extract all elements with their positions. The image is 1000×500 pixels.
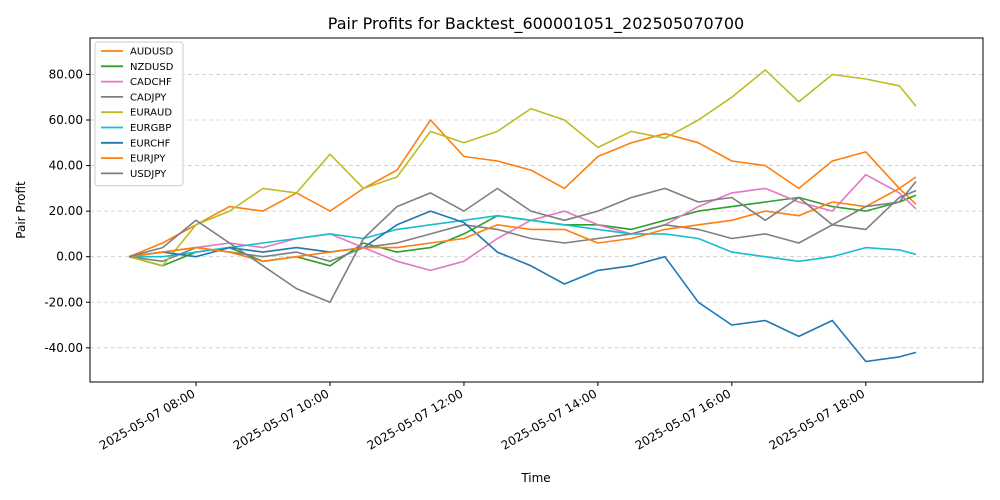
series-line-eurjpy: [128, 176, 917, 263]
series-layer: [128, 69, 917, 363]
plot-area: [128, 69, 917, 363]
legend: AUDUSD NZDUSD CADCHF CADJPY EURAUD EURGBP EURC…: [94, 41, 184, 187]
series-line-audusd: [128, 119, 917, 258]
legend-label: EURCHF: [130, 138, 171, 149]
plot-frame: [89, 37, 984, 383]
series-line-usdjpy: [128, 180, 917, 304]
grid-lines: [90, 74, 983, 349]
legend-label: NZDUSD: [130, 62, 174, 73]
chart-title: Pair Profits for Backtest_600001051_2025…: [328, 14, 744, 34]
series-line-cadjpy: [128, 189, 917, 263]
legend-label: CADCHF: [130, 77, 172, 88]
series-line-euraud: [128, 69, 917, 267]
legend-label: AUDUSD: [130, 47, 174, 58]
legend-label: EURJPY: [130, 154, 166, 165]
y-axis: -40.00 -20.00 0.00 20.00 40.00 60.00 80.00: [44, 67, 90, 355]
x-axis-label: Time: [520, 471, 550, 485]
y-tick-label: -20.00: [44, 295, 83, 309]
y-tick-label: 0.00: [56, 250, 83, 264]
series-line-eurgbp: [129, 214, 917, 263]
y-tick-label: -40.00: [44, 341, 83, 355]
y-tick-label: 80.00: [49, 67, 83, 81]
legend-label: EURAUD: [130, 108, 172, 119]
y-tick-label: 40.00: [49, 159, 83, 173]
y-axis-label: Pair Profit: [14, 181, 28, 239]
y-tick-label: 20.00: [49, 204, 83, 218]
legend-label: EURGBP: [130, 123, 171, 134]
legend-box: [94, 41, 184, 187]
legend-label: CADJPY: [130, 92, 167, 103]
y-tick-label: 60.00: [49, 113, 83, 127]
legend-label: USDJPY: [130, 169, 167, 180]
series-line-eurchf: [128, 210, 917, 363]
